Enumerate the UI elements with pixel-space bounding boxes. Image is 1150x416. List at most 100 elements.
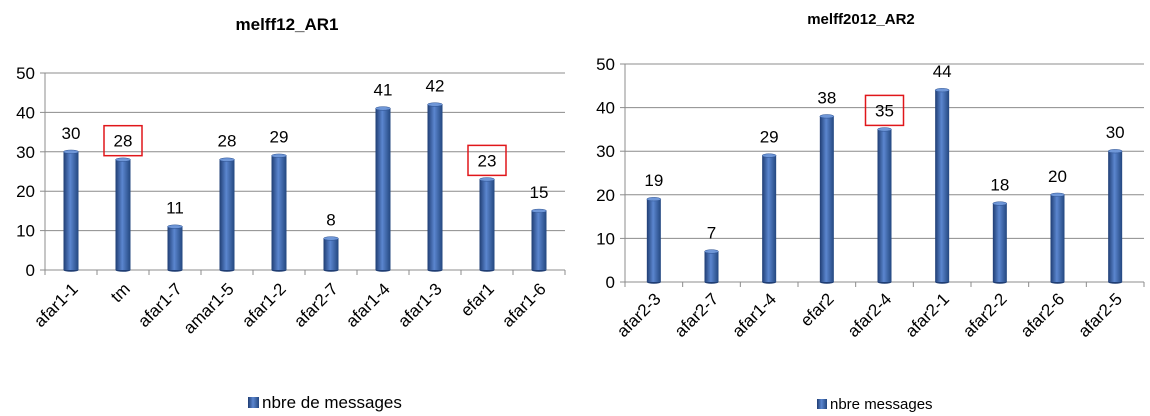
x-tick-label: afar1-2 bbox=[238, 279, 290, 331]
bar-group bbox=[167, 224, 183, 272]
bar-group bbox=[115, 157, 131, 272]
y-tick-label: 20 bbox=[16, 182, 35, 201]
data-label: 20 bbox=[1048, 167, 1067, 186]
bar-chart-melff2012-ar2: melff2012_AR2 0 10 20 30 40 50 19 afar2-3 7 afar2-… bbox=[596, 11, 1145, 413]
data-label: 29 bbox=[760, 128, 779, 147]
x-tick-label: afar1-7 bbox=[134, 279, 186, 331]
data-label: 19 bbox=[644, 171, 663, 190]
chart-panel-1: melff12_AR1 0 10 20 30 40 50 30 afar1-1 28 tm 11 afa… bbox=[16, 15, 566, 412]
data-label: 18 bbox=[990, 176, 1009, 195]
data-label: 42 bbox=[426, 77, 445, 96]
bar-group bbox=[992, 201, 1008, 284]
x-tick-label: afar1-1 bbox=[30, 279, 82, 331]
x-tick-label: afar2-2 bbox=[959, 289, 1011, 341]
bar bbox=[646, 199, 661, 282]
bar bbox=[219, 159, 235, 270]
x-tick-label: afar1-4 bbox=[728, 289, 780, 341]
bar-group bbox=[479, 177, 495, 272]
bar bbox=[115, 159, 131, 270]
x-tick-label: tm bbox=[107, 279, 134, 306]
y-tick-label: 30 bbox=[16, 143, 35, 162]
bar-group bbox=[375, 106, 391, 272]
bar-top bbox=[115, 157, 131, 162]
bar-group bbox=[761, 153, 777, 284]
bar-top bbox=[819, 114, 835, 119]
chart-title: melff2012_AR2 bbox=[807, 11, 915, 28]
bar bbox=[375, 108, 391, 271]
x-tick-label: afar2-1 bbox=[901, 289, 953, 341]
bar-group bbox=[704, 249, 719, 284]
legend-swatch bbox=[817, 399, 827, 409]
bar-top bbox=[323, 236, 339, 241]
x-tick-label: afar2-4 bbox=[844, 289, 896, 341]
highlight-box bbox=[103, 124, 143, 157]
bar-group bbox=[819, 114, 835, 284]
bar-top bbox=[646, 197, 662, 202]
x-tick-label: afar2-7 bbox=[290, 279, 342, 331]
highlight-box bbox=[864, 94, 905, 127]
x-tick-label: afar2-7 bbox=[671, 289, 723, 341]
data-label: 15 bbox=[530, 183, 549, 202]
data-label: 30 bbox=[62, 124, 81, 143]
bar-group bbox=[271, 153, 287, 272]
bar-group bbox=[531, 208, 547, 272]
bar-group bbox=[1050, 192, 1065, 284]
bar bbox=[1050, 194, 1065, 282]
bar bbox=[323, 238, 339, 270]
bar-top bbox=[219, 157, 235, 162]
legend: nbre messages bbox=[817, 396, 933, 413]
data-label: 44 bbox=[933, 62, 952, 81]
bar bbox=[1108, 151, 1123, 282]
bar-group bbox=[646, 197, 662, 284]
bar-top bbox=[531, 208, 547, 213]
x-tick-label: amar1-5 bbox=[180, 279, 238, 337]
bar-top bbox=[427, 102, 443, 107]
data-label: 28 bbox=[114, 132, 133, 151]
data-label: 7 bbox=[707, 223, 716, 242]
x-tick-label: afar2-3 bbox=[613, 289, 665, 341]
legend-swatch bbox=[248, 397, 259, 408]
bar-group bbox=[219, 157, 235, 272]
data-label: 38 bbox=[817, 88, 836, 107]
data-label: 30 bbox=[1106, 123, 1125, 142]
highlight-box bbox=[467, 144, 507, 177]
bar-top bbox=[375, 106, 391, 111]
x-tick-label: afar1-6 bbox=[498, 279, 550, 331]
bar-top bbox=[992, 201, 1008, 206]
bar-top bbox=[167, 224, 183, 229]
y-tick-label: 40 bbox=[596, 99, 615, 118]
bar-group bbox=[323, 236, 339, 272]
bar-group bbox=[427, 102, 443, 272]
y-tick-label: 30 bbox=[596, 142, 615, 161]
bar-top bbox=[877, 127, 892, 132]
y-tick-label: 10 bbox=[596, 229, 615, 248]
data-label: 23 bbox=[478, 151, 497, 170]
bar bbox=[531, 210, 547, 270]
bar-top bbox=[479, 177, 495, 182]
data-label: 28 bbox=[218, 132, 237, 151]
bar-top bbox=[1107, 149, 1123, 154]
bar bbox=[762, 155, 777, 282]
x-tick-label: afar1-3 bbox=[394, 279, 446, 331]
bar bbox=[992, 203, 1007, 282]
x-tick-label: efar1 bbox=[457, 279, 498, 320]
bar-top bbox=[1050, 192, 1065, 197]
y-tick-label: 0 bbox=[26, 261, 35, 280]
bar bbox=[427, 104, 443, 271]
bar bbox=[704, 251, 719, 282]
x-tick-label: afar1-4 bbox=[342, 279, 394, 331]
y-tick-label: 40 bbox=[16, 103, 35, 122]
legend: nbre de messages bbox=[248, 393, 402, 412]
legend-label: nbre de messages bbox=[262, 393, 402, 412]
bar-top bbox=[761, 153, 777, 158]
y-tick-label: 10 bbox=[16, 222, 35, 241]
chart-title: melff12_AR1 bbox=[236, 15, 339, 34]
bar bbox=[819, 116, 834, 282]
data-label: 35 bbox=[875, 101, 894, 120]
data-label: 8 bbox=[326, 210, 335, 229]
bar bbox=[479, 179, 495, 270]
legend-label: nbre messages bbox=[830, 396, 933, 413]
bar-group bbox=[1107, 149, 1123, 284]
chart-panel-2: melff2012_AR2 0 10 20 30 40 50 19 afar2-3 7 afar2-… bbox=[575, 0, 1150, 416]
y-tick-label: 20 bbox=[596, 186, 615, 205]
